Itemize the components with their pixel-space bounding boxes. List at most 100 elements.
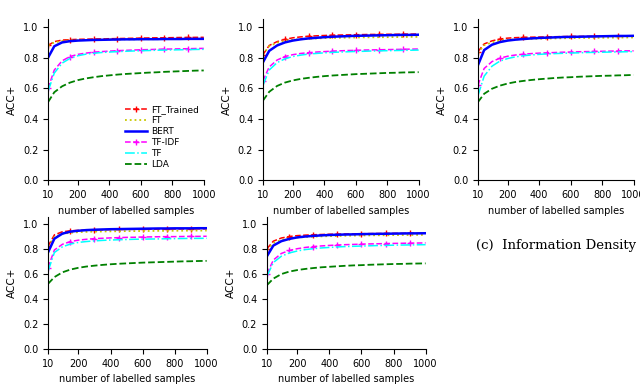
LDA xyxy=(582,74,590,79)
LDA xyxy=(367,71,375,76)
BERT xyxy=(44,250,52,255)
LDA xyxy=(622,73,630,78)
TF xyxy=(422,242,429,247)
TF xyxy=(622,49,630,54)
BERT xyxy=(106,37,113,42)
FT xyxy=(155,229,163,233)
BERT xyxy=(281,40,289,45)
LDA xyxy=(358,263,365,267)
LDA xyxy=(321,74,328,78)
LDA xyxy=(278,272,285,276)
TF-IDF xyxy=(358,242,365,246)
Line: FT: FT xyxy=(478,38,634,53)
FT xyxy=(200,36,207,41)
BERT xyxy=(397,231,405,236)
TF-IDF xyxy=(297,51,305,56)
TF xyxy=(137,48,145,53)
FT_Trained xyxy=(399,32,407,36)
TF-IDF xyxy=(269,258,277,262)
TF-IDF xyxy=(317,244,325,248)
FT_Trained xyxy=(336,33,344,37)
BERT xyxy=(415,33,422,37)
BERT xyxy=(301,234,309,239)
BERT xyxy=(559,35,566,39)
LDA xyxy=(106,73,113,78)
BERT xyxy=(342,232,349,237)
TF-IDF xyxy=(278,251,285,256)
LDA xyxy=(176,69,184,74)
LDA xyxy=(374,262,381,267)
LDA xyxy=(129,71,137,76)
BERT xyxy=(263,254,271,258)
TF xyxy=(99,238,106,243)
FT xyxy=(415,35,422,39)
BERT xyxy=(520,37,527,42)
BERT xyxy=(161,37,168,42)
FT xyxy=(51,235,58,239)
TF xyxy=(273,60,281,65)
BERT xyxy=(328,35,336,39)
TF-IDF xyxy=(51,68,58,72)
BERT xyxy=(285,237,293,241)
LDA xyxy=(413,261,421,266)
LDA xyxy=(145,70,152,75)
FT xyxy=(527,36,535,41)
FT_Trained xyxy=(333,232,341,236)
Y-axis label: ACC+: ACC+ xyxy=(437,85,447,115)
BERT xyxy=(129,37,137,42)
TF-IDF xyxy=(294,246,301,251)
BERT xyxy=(422,231,429,236)
FT xyxy=(399,35,407,39)
BERT xyxy=(622,34,630,38)
FT xyxy=(381,233,389,237)
FT_Trained xyxy=(520,35,527,40)
TF-IDF xyxy=(66,54,74,59)
TF-IDF xyxy=(543,50,551,55)
TF xyxy=(383,48,391,53)
TF-IDF xyxy=(406,241,413,246)
TF xyxy=(551,51,559,56)
BERT xyxy=(381,231,389,236)
TF-IDF xyxy=(606,49,614,54)
LDA xyxy=(352,72,360,76)
LDA xyxy=(121,72,129,76)
TF xyxy=(44,269,52,274)
TF-IDF xyxy=(289,52,297,57)
FT_Trained xyxy=(496,37,504,42)
TF-IDF xyxy=(305,50,312,55)
FT xyxy=(184,36,192,41)
FT_Trained xyxy=(391,32,399,36)
FT xyxy=(342,234,349,238)
Line: FT_Trained: FT_Trained xyxy=(475,33,637,55)
FT_Trained xyxy=(123,227,131,232)
TF-IDF xyxy=(266,65,273,69)
TF-IDF xyxy=(123,235,131,240)
Line: TF: TF xyxy=(48,49,204,92)
LDA xyxy=(161,69,168,74)
LDA xyxy=(496,83,504,88)
TF-IDF xyxy=(326,243,333,248)
FT xyxy=(51,40,58,45)
FT_Trained xyxy=(187,227,195,231)
TF xyxy=(630,49,637,54)
BERT xyxy=(305,36,312,41)
TF-IDF xyxy=(520,52,527,57)
LDA xyxy=(598,73,606,78)
TF-IDF xyxy=(273,58,281,62)
TF-IDF xyxy=(321,49,328,54)
TF xyxy=(129,48,137,53)
BERT xyxy=(367,33,375,38)
FT_Trained xyxy=(168,35,176,40)
FT xyxy=(113,37,121,42)
LDA xyxy=(147,260,154,265)
LDA xyxy=(512,80,520,84)
TF xyxy=(328,50,336,55)
TF-IDF xyxy=(310,244,317,249)
FT_Trained xyxy=(99,227,106,232)
FT_Trained xyxy=(591,34,598,38)
FT xyxy=(273,40,281,45)
TF xyxy=(297,53,305,57)
BERT xyxy=(582,34,590,39)
FT xyxy=(301,235,309,239)
FT_Trained xyxy=(622,34,630,38)
